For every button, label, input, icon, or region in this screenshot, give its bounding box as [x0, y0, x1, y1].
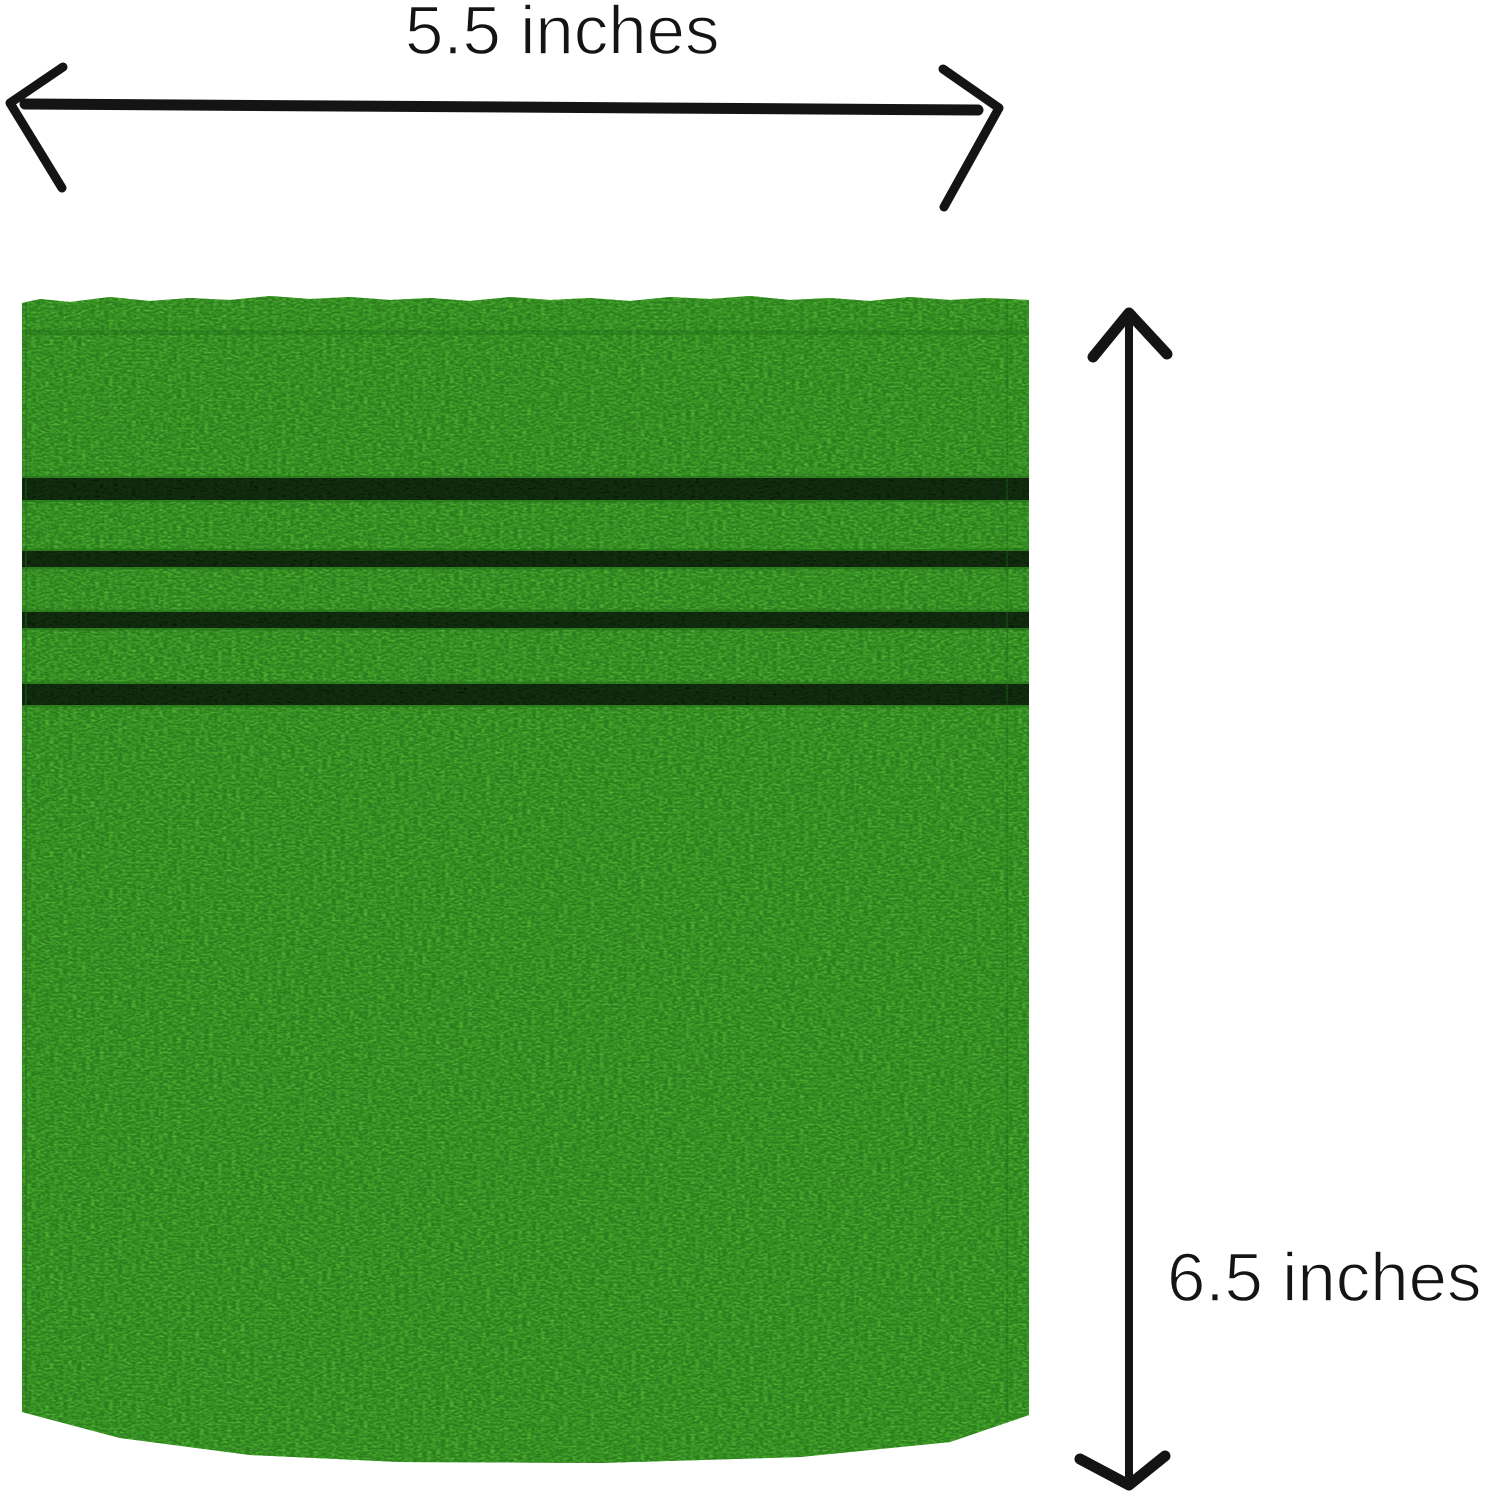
svg-text:6.5 inches: 6.5 inches [1167, 1239, 1482, 1316]
svg-text:5.5 inches: 5.5 inches [405, 0, 720, 69]
